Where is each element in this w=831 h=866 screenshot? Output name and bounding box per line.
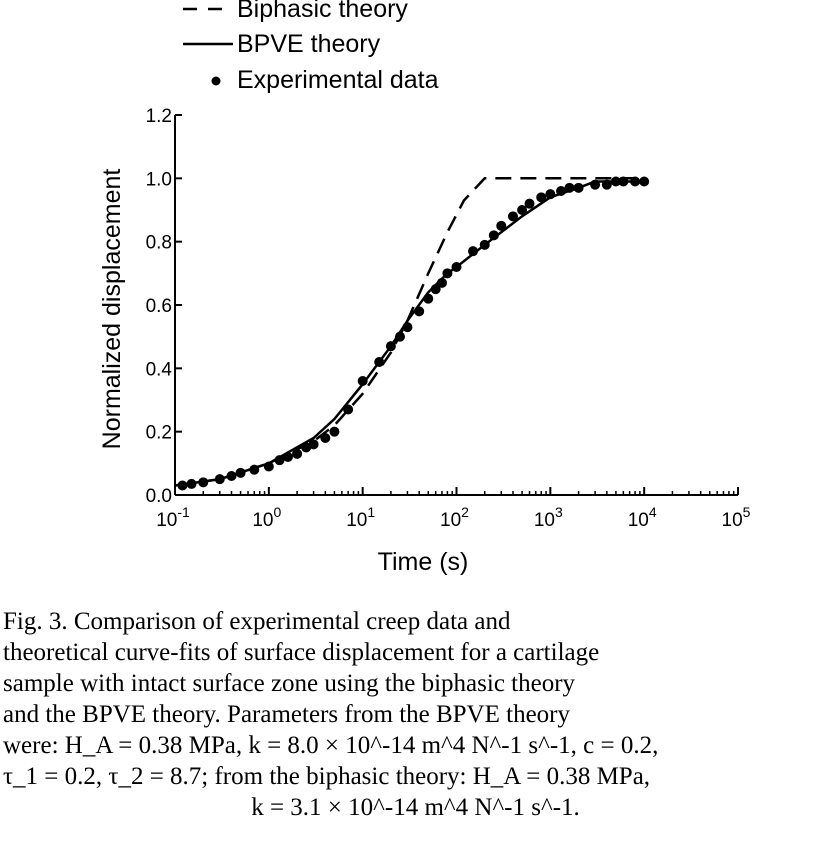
data-point (274, 455, 285, 466)
x-tick-label: 105 (722, 504, 751, 531)
data-point (329, 426, 340, 437)
data-point (610, 176, 621, 187)
data-point (374, 357, 385, 367)
data-point (601, 179, 612, 190)
data-point (430, 284, 441, 295)
data-point (249, 464, 260, 475)
x-tick-label: 101 (346, 504, 375, 531)
chart: Biphasic theory BPVE theory Experimental d… (98, 0, 751, 576)
caption-line: were: H_A = 0.38 MPa, k = 8.0 × 10^-14 m… (3, 732, 659, 759)
data-point (357, 376, 368, 386)
legend-label: BPVE theory (237, 30, 381, 58)
x-tick-label: 104 (628, 504, 657, 531)
caption-line: τ_1 = 0.2, τ_2 = 8.7; from the biphasic … (3, 763, 651, 790)
y-tick-label: 1.0 (146, 169, 172, 190)
y-axis-label: Normalized displacement (98, 169, 126, 450)
caption-line: and the BPVE theory. Parameters from the… (3, 701, 571, 728)
data-point (423, 293, 434, 304)
data-point (556, 186, 567, 196)
caption-line: theoretical curve-fits of surface displa… (3, 639, 600, 666)
data-point (292, 448, 303, 459)
data-point (226, 471, 237, 481)
x-tick-label: 100 (252, 504, 281, 531)
data-point (451, 262, 462, 272)
data-point (263, 461, 274, 472)
data-point (479, 239, 490, 250)
data-point (639, 176, 650, 187)
x-tick-label: 102 (440, 504, 469, 531)
data-point (395, 331, 406, 342)
axes: 0.0 0.2 0.4 0.6 0.8 1.0 1.2 10-1 100 101 102 103 104… (146, 106, 751, 531)
data-point (320, 433, 331, 443)
data-point (385, 341, 396, 352)
data-point (564, 182, 575, 193)
legend-label: Experimental data (237, 66, 439, 94)
biphasic-curve (174, 177, 645, 487)
data-point (214, 474, 225, 485)
legend: Biphasic theory BPVE theory Experimental d… (183, 0, 439, 94)
data-point (488, 230, 499, 241)
plot-area (174, 176, 650, 491)
y-tick-label: 0.8 (146, 233, 172, 254)
data-point (414, 306, 425, 317)
bpve-curve (174, 180, 645, 487)
data-point (630, 176, 641, 187)
legend-label: Biphasic theory (237, 0, 408, 23)
data-point (590, 179, 601, 190)
y-tick-label: 0.0 (146, 486, 172, 507)
data-point (442, 268, 453, 279)
caption-line: k = 3.1 × 10^-14 m^4 N^-1 s^-1. (251, 794, 580, 821)
data-point (343, 404, 354, 415)
data-point (618, 176, 629, 187)
data-point (507, 211, 518, 222)
x-tick-label: 10-1 (156, 504, 190, 531)
data-point (198, 477, 209, 488)
caption-line: sample with intact surface zone using th… (3, 670, 576, 697)
y-tick-label: 0.4 (146, 359, 173, 380)
data-point (177, 480, 188, 491)
data-point (402, 322, 413, 333)
caption-line: Fig. 3. Comparison of experimental creep… (3, 608, 511, 635)
data-point (468, 246, 479, 257)
data-point (186, 478, 197, 489)
data-point (573, 182, 584, 193)
data-point (545, 189, 556, 200)
x-axis-label: Time (s) (378, 548, 469, 576)
y-tick-label: 0.2 (146, 423, 172, 444)
data-point (436, 277, 447, 288)
data-point (517, 205, 528, 215)
data-point (282, 452, 293, 462)
data-point (308, 439, 319, 450)
figure-caption: Fig. 3. Comparison of experimental creep… (3, 606, 828, 823)
data-point (524, 198, 535, 209)
y-tick-label: 1.2 (146, 106, 172, 127)
data-point (235, 467, 246, 478)
x-tick-label: 103 (534, 504, 563, 531)
legend-marker (211, 76, 221, 86)
data-point (496, 220, 507, 231)
data-point (536, 192, 547, 203)
y-tick-label: 0.6 (146, 296, 172, 317)
